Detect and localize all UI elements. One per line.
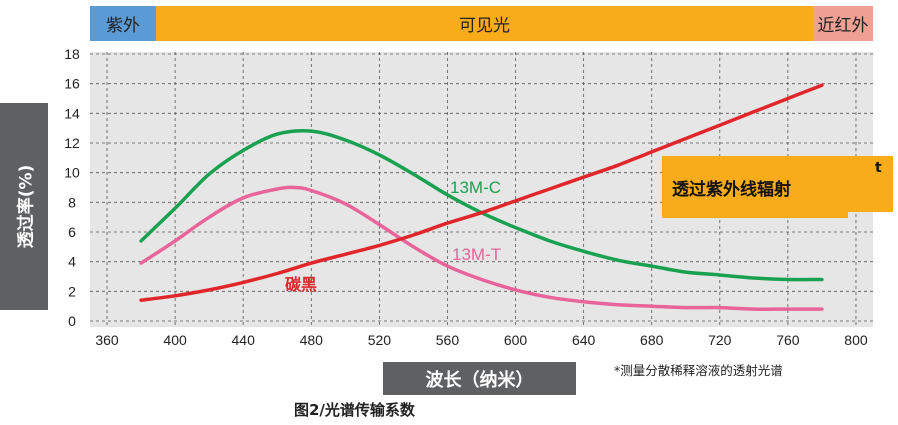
series-label-13m-c: 13M-C (450, 178, 501, 197)
callout-text: 透过紫外线辐射 (672, 179, 791, 200)
series-line-carbon-black (139, 83, 824, 302)
visible-band: 可见光 (156, 6, 813, 41)
measurement-note: *测量分散稀释溶液的透射光谱 (614, 363, 783, 378)
y-tick-label: 14 (64, 105, 80, 121)
y-tick-label: 12 (64, 135, 80, 151)
uv-band: 紫外 (90, 6, 156, 41)
y-tick-label: 18 (64, 46, 80, 62)
x-tick-label: 400 (163, 332, 187, 348)
uv-transmission-callout: 透过紫外线辐射 (662, 156, 848, 218)
x-tick-label: 760 (776, 332, 800, 348)
x-tick-label: 680 (640, 332, 664, 348)
x-tick-label: 800 (844, 332, 868, 348)
x-tick-label: 720 (708, 332, 732, 348)
y-tick-label: 0 (68, 313, 76, 329)
y-axis-title: 透过率(%) (16, 164, 37, 249)
ir-band-label: 近红外 (817, 16, 869, 36)
x-tick-label: 480 (300, 332, 324, 348)
x-axis-title-box: 波长（纳米） (383, 362, 576, 395)
y-tick-label: 4 (68, 254, 76, 270)
uv-band-label: 紫外 (106, 16, 140, 36)
series-lines (139, 83, 824, 311)
x-tick-label: 600 (504, 332, 528, 348)
y-tick-label: 16 (64, 76, 80, 92)
ir-band: 近红外 (813, 6, 873, 41)
x-tick-label: 440 (232, 332, 256, 348)
callout-extension (845, 156, 893, 212)
figure-caption: 图2/光谱传输系数 (294, 401, 415, 419)
y-tick-labels: 0 2 4 6 8 10 12 14 16 18 (64, 46, 80, 329)
series-label-13m-t: 13M-T (452, 245, 501, 264)
callout-tail-text: t (875, 160, 882, 176)
y-axis-title-box: 透过率(%) (0, 103, 48, 310)
y-tick-label: 2 (68, 283, 76, 299)
x-tick-label: 360 (95, 332, 119, 348)
x-tick-label: 640 (572, 332, 596, 348)
x-tick-label: 520 (368, 332, 392, 348)
series-line-13m-t (139, 185, 824, 311)
x-axis-title: 波长（纳米） (425, 369, 534, 391)
y-tick-label: 8 (68, 194, 76, 210)
x-tick-label: 560 (436, 332, 460, 348)
series-label-carbon-black: 碳黑 (285, 275, 317, 294)
grid-lines (90, 52, 873, 327)
x-tick-labels: 360 400 440 480 520 560 600 640 680 720 760 800 (95, 332, 868, 348)
y-tick-label: 10 (64, 165, 80, 181)
visible-band-label: 可见光 (459, 16, 510, 36)
y-tick-label: 6 (68, 224, 76, 240)
